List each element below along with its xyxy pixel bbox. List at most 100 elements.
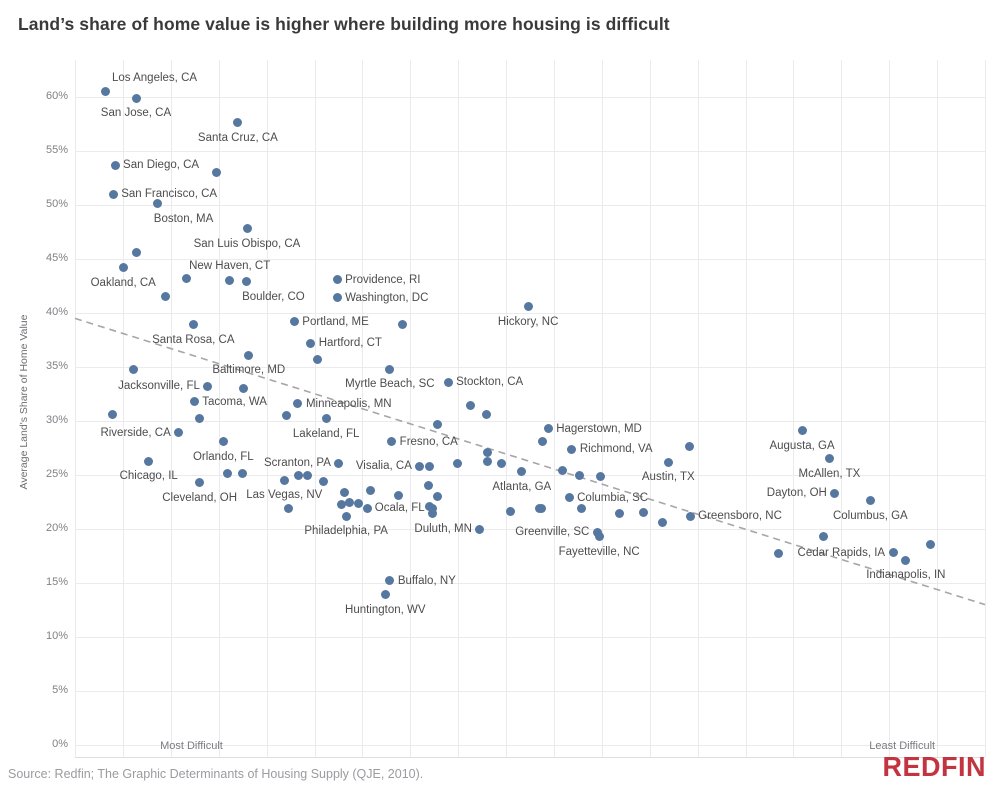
data-point[interactable]: [182, 273, 192, 283]
data-point[interactable]: [428, 504, 438, 513]
data-point[interactable]: [385, 364, 395, 374]
data-point[interactable]: [398, 320, 408, 330]
data-point[interactable]: [366, 485, 376, 495]
data-point[interactable]: [211, 168, 221, 178]
data-point[interactable]: [218, 437, 228, 446]
data-point[interactable]: [574, 470, 584, 480]
data-point[interactable]: [238, 384, 248, 394]
data-point[interactable]: [595, 471, 605, 481]
data-point[interactable]: [505, 507, 515, 517]
data-point-label: Philadelphia, PA: [304, 525, 388, 538]
data-point[interactable]: [233, 118, 243, 128]
data-point[interactable]: [425, 461, 435, 471]
data-point[interactable]: [658, 518, 668, 527]
data-point[interactable]: [537, 504, 547, 513]
data-point[interactable]: [432, 419, 442, 429]
data-point[interactable]: [293, 399, 303, 409]
data-point[interactable]: [639, 508, 649, 518]
data-point[interactable]: [341, 511, 351, 521]
data-point[interactable]: [452, 458, 462, 468]
data-point[interactable]: [685, 511, 695, 521]
data-point[interactable]: [128, 364, 138, 374]
data-point[interactable]: [543, 424, 553, 434]
data-point[interactable]: [306, 338, 316, 348]
data-point[interactable]: [222, 469, 232, 479]
data-point[interactable]: [174, 428, 184, 438]
data-point[interactable]: [432, 492, 442, 502]
data-point[interactable]: [160, 292, 170, 302]
data-point[interactable]: [321, 414, 331, 424]
data-point[interactable]: [797, 426, 807, 436]
data-point[interactable]: [830, 488, 840, 498]
data-point[interactable]: [318, 477, 328, 486]
data-point[interactable]: [339, 487, 349, 497]
data-point[interactable]: [237, 469, 247, 479]
data-point[interactable]: [354, 498, 364, 508]
data-point[interactable]: [189, 397, 199, 407]
data-point[interactable]: [567, 444, 577, 454]
data-point[interactable]: [888, 548, 898, 558]
data-point[interactable]: [901, 555, 911, 565]
data-point[interactable]: [684, 442, 694, 452]
data-point[interactable]: [302, 470, 312, 480]
data-point[interactable]: [925, 539, 935, 549]
data-point[interactable]: [443, 377, 453, 387]
data-point[interactable]: [284, 504, 294, 513]
data-point[interactable]: [110, 160, 120, 170]
data-point[interactable]: [153, 199, 163, 209]
data-point[interactable]: [203, 381, 213, 391]
data-point[interactable]: [428, 509, 438, 519]
data-point[interactable]: [663, 457, 673, 467]
data-point[interactable]: [225, 276, 235, 286]
data-point[interactable]: [118, 263, 128, 273]
data-point[interactable]: [385, 576, 395, 586]
data-point[interactable]: [241, 277, 251, 287]
data-point[interactable]: [108, 189, 118, 199]
data-point[interactable]: [100, 87, 110, 97]
data-point[interactable]: [281, 411, 291, 421]
data-point[interactable]: [819, 532, 829, 542]
data-point[interactable]: [188, 320, 198, 330]
data-point[interactable]: [131, 93, 141, 103]
data-point[interactable]: [144, 456, 154, 466]
data-point[interactable]: [824, 454, 834, 464]
data-point[interactable]: [466, 401, 476, 411]
data-point[interactable]: [415, 461, 425, 471]
data-point[interactable]: [558, 466, 568, 476]
data-point[interactable]: [482, 447, 492, 457]
data-point[interactable]: [337, 499, 347, 509]
data-point[interactable]: [393, 491, 403, 500]
data-point[interactable]: [279, 475, 289, 485]
data-point[interactable]: [497, 458, 507, 468]
data-point[interactable]: [345, 497, 355, 507]
data-point[interactable]: [523, 302, 533, 311]
data-point[interactable]: [334, 458, 344, 468]
data-point[interactable]: [195, 414, 205, 424]
data-point[interactable]: [614, 509, 624, 519]
data-point[interactable]: [362, 504, 372, 513]
data-point[interactable]: [564, 493, 574, 503]
data-point[interactable]: [131, 248, 141, 257]
data-point[interactable]: [289, 317, 299, 327]
data-point[interactable]: [244, 350, 254, 360]
data-point[interactable]: [481, 410, 491, 419]
data-point[interactable]: [387, 437, 397, 446]
data-point[interactable]: [332, 293, 342, 303]
data-point[interactable]: [773, 549, 783, 559]
data-point[interactable]: [195, 478, 205, 488]
data-point[interactable]: [475, 524, 485, 534]
data-point[interactable]: [594, 532, 604, 542]
data-point[interactable]: [517, 467, 527, 477]
gridline-horizontal: [75, 637, 985, 638]
data-point[interactable]: [577, 504, 587, 513]
data-point[interactable]: [482, 456, 492, 466]
data-point[interactable]: [538, 437, 548, 446]
data-point[interactable]: [865, 496, 875, 506]
data-point[interactable]: [312, 354, 322, 364]
data-point[interactable]: [107, 410, 117, 419]
data-point[interactable]: [423, 481, 433, 491]
data-point[interactable]: [380, 590, 390, 600]
data-point[interactable]: [332, 275, 342, 284]
data-point[interactable]: [242, 224, 252, 234]
data-point[interactable]: [294, 470, 304, 480]
